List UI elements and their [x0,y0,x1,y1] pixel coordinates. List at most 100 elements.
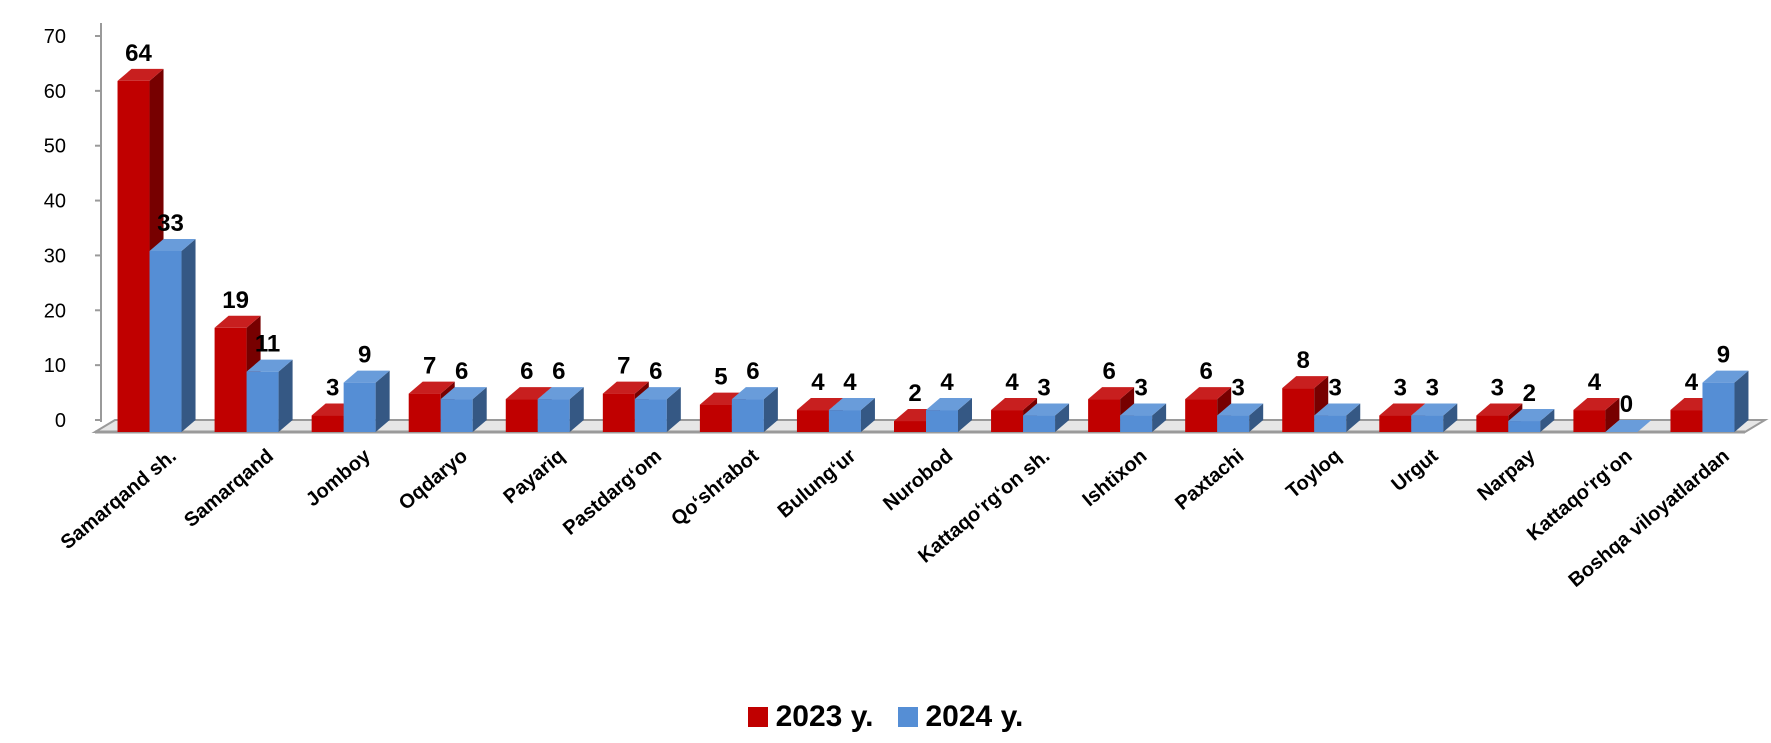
data-label: 8 [1297,347,1310,374]
category-label: Nurobod [879,445,957,515]
bars-group [117,68,1749,433]
bar-top [796,398,843,411]
data-label: 3 [1231,375,1244,402]
bar-front [1088,399,1121,432]
bar-front [440,399,473,432]
category-label: Bulung‘ur [774,445,861,523]
data-label: 2 [1523,380,1536,407]
bar-top [1411,403,1458,416]
data-label: 3 [1134,375,1147,402]
category-label: Oqdaryo [395,445,472,515]
data-label: 4 [1685,369,1699,396]
y-tick-label: 50 [44,136,66,158]
bar-front [505,399,538,432]
bar [1120,403,1167,432]
category-label: Ishtixon [1078,445,1151,511]
bar-front [1476,415,1509,432]
bar-front [602,393,635,432]
bar-front [311,415,344,432]
bar [246,359,293,432]
data-label: 4 [1005,369,1019,396]
legend-label-2023: 2023 y. [775,700,874,733]
bar-front [1411,415,1444,432]
bar-side [1249,403,1264,432]
data-label: 7 [423,353,436,380]
bar-front [1702,382,1735,432]
bar-front [1282,388,1315,432]
data-label: 9 [1717,342,1730,369]
bar-front [117,80,150,433]
bar [343,370,390,432]
bar-front [343,382,376,432]
bar-front [1573,410,1606,432]
bar-top [214,315,261,328]
bar-top [602,381,649,394]
y-axis: 0 10 20 30 40 50 60 70 [44,23,102,432]
bar-top [1185,387,1232,400]
bar-top [1314,403,1361,416]
data-label: 6 [1102,358,1115,385]
bar [1314,403,1361,432]
bar-front [894,421,926,432]
bar-top [246,359,293,372]
data-label: 7 [617,353,630,380]
category-label: Boshqa viloyatlardan [1565,445,1734,592]
bar [537,387,584,432]
bar [926,398,972,432]
bar-top [408,381,455,394]
bar-side [472,387,487,432]
bar-top [731,387,778,400]
bar-top [1573,398,1620,411]
data-label: 4 [811,369,825,396]
bar [1508,409,1555,432]
bar [634,387,681,432]
y-tick-label: 70 [44,26,66,48]
category-label: Pastdarg‘om [559,445,666,540]
category-label: Narpay [1473,444,1540,505]
bar-side [860,398,875,432]
legend-item-2024: 2024 y. [897,700,1024,734]
bar-side [1734,370,1749,432]
data-label: 6 [1199,358,1212,385]
bar-top [537,387,584,400]
bar-front [991,410,1024,432]
category-label: Toyloq [1282,445,1345,503]
bar-front [1185,399,1218,432]
bar-front [1023,415,1056,432]
bar-top [117,68,164,81]
data-label: 19 [222,287,249,314]
category-label: Urgut [1388,445,1443,496]
bar [1573,398,1620,432]
bar-side [666,387,681,432]
bar-top [1120,403,1167,416]
legend-label-2024: 2024 y. [925,700,1024,733]
bar-side [1443,403,1458,432]
bar-top [991,398,1038,411]
data-label: 3 [326,375,339,402]
data-label: 3 [1037,375,1050,402]
bar [1702,370,1749,432]
data-label: 6 [520,358,533,385]
bar-top [1088,387,1135,400]
category-label: Jomboy [302,444,376,511]
category-labels-group: Samarqand sh. Samarqand Jomboy Oqdaryo Payar… [57,444,1734,591]
data-label: 6 [649,358,662,385]
bar [1217,403,1264,432]
data-label: 6 [746,358,759,385]
bar-top [1217,403,1264,416]
bar-side [1540,409,1555,432]
bar [1411,403,1458,432]
bar [1023,403,1070,432]
bar-side [278,359,293,432]
data-label: 3 [1329,375,1342,402]
bar-side [1605,398,1620,432]
data-label: 5 [714,364,727,391]
bar [149,238,196,432]
category-label: Payariq [499,445,569,508]
data-label: 3 [1426,375,1439,402]
data-label: 3 [1394,375,1407,402]
data-label: 3 [1491,375,1504,402]
bar-top [828,398,875,411]
data-label: 64 [125,40,152,67]
